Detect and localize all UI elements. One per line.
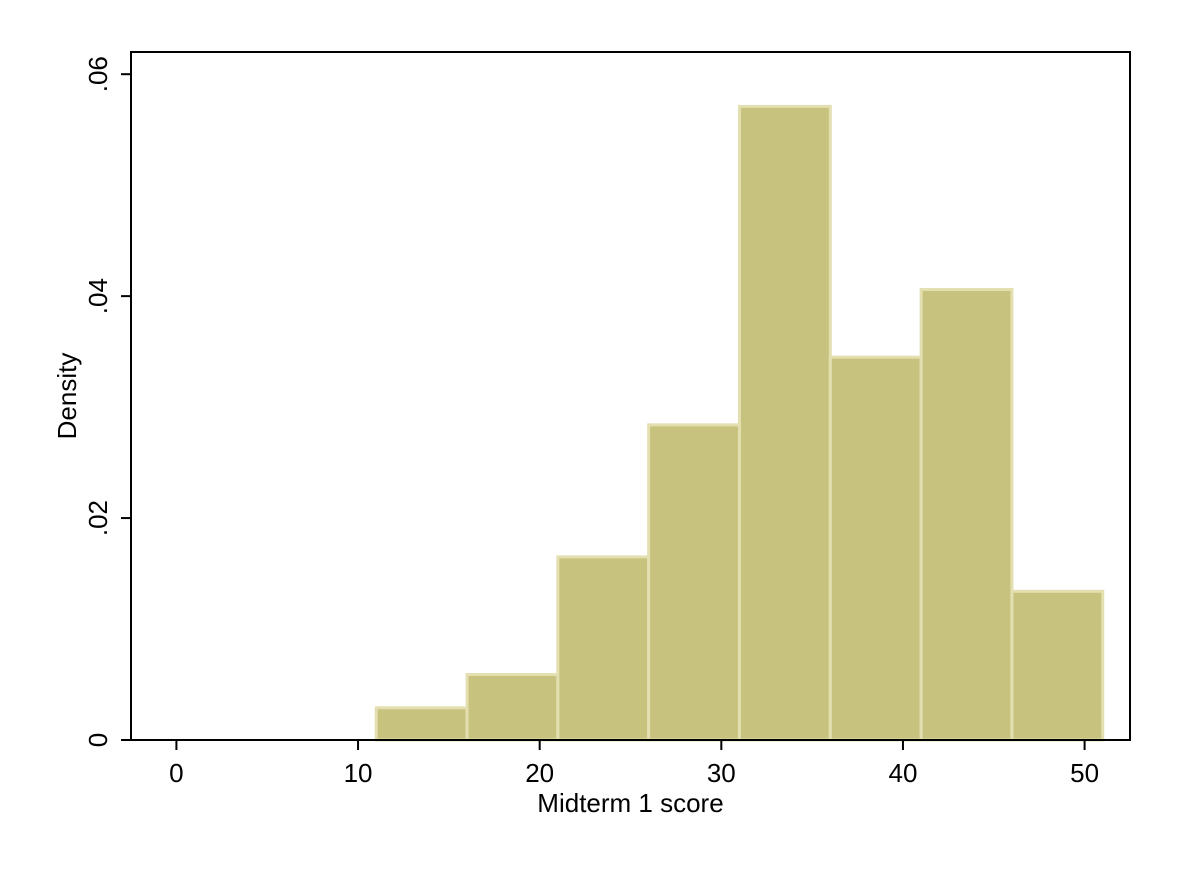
x-tick-label: 40: [888, 758, 917, 788]
y-tick-label: .06: [83, 56, 113, 92]
y-tick-label: .04: [83, 278, 113, 314]
x-tick-label: 0: [169, 758, 183, 788]
histogram-bar-7: [919, 287, 1014, 742]
x-tick-label: 20: [525, 758, 554, 788]
histogram-bar-3: [556, 555, 651, 742]
x-tick-label: 30: [707, 758, 736, 788]
y-axis: 0 .02 .04 .06: [83, 56, 131, 747]
histogram-bar-2: [465, 673, 560, 742]
histogram-bar-8: [1010, 589, 1105, 742]
histogram-bar-6: [828, 355, 923, 742]
y-axis-title: Density: [52, 353, 82, 440]
histogram-bar-4: [647, 423, 741, 742]
x-axis: 0 10 20 30 40 50: [169, 740, 1099, 788]
x-tick-label: 50: [1070, 758, 1099, 788]
histogram-bar-5: [737, 104, 832, 742]
bars-group: [176, 104, 1105, 742]
y-tick-label: .02: [83, 500, 113, 536]
x-tick-label: 10: [344, 758, 373, 788]
y-tick-label: 0: [83, 733, 113, 747]
plot-frame: [130, 51, 1131, 741]
histogram-bar-1: [374, 706, 469, 742]
x-axis-title: Midterm 1 score: [537, 788, 723, 818]
